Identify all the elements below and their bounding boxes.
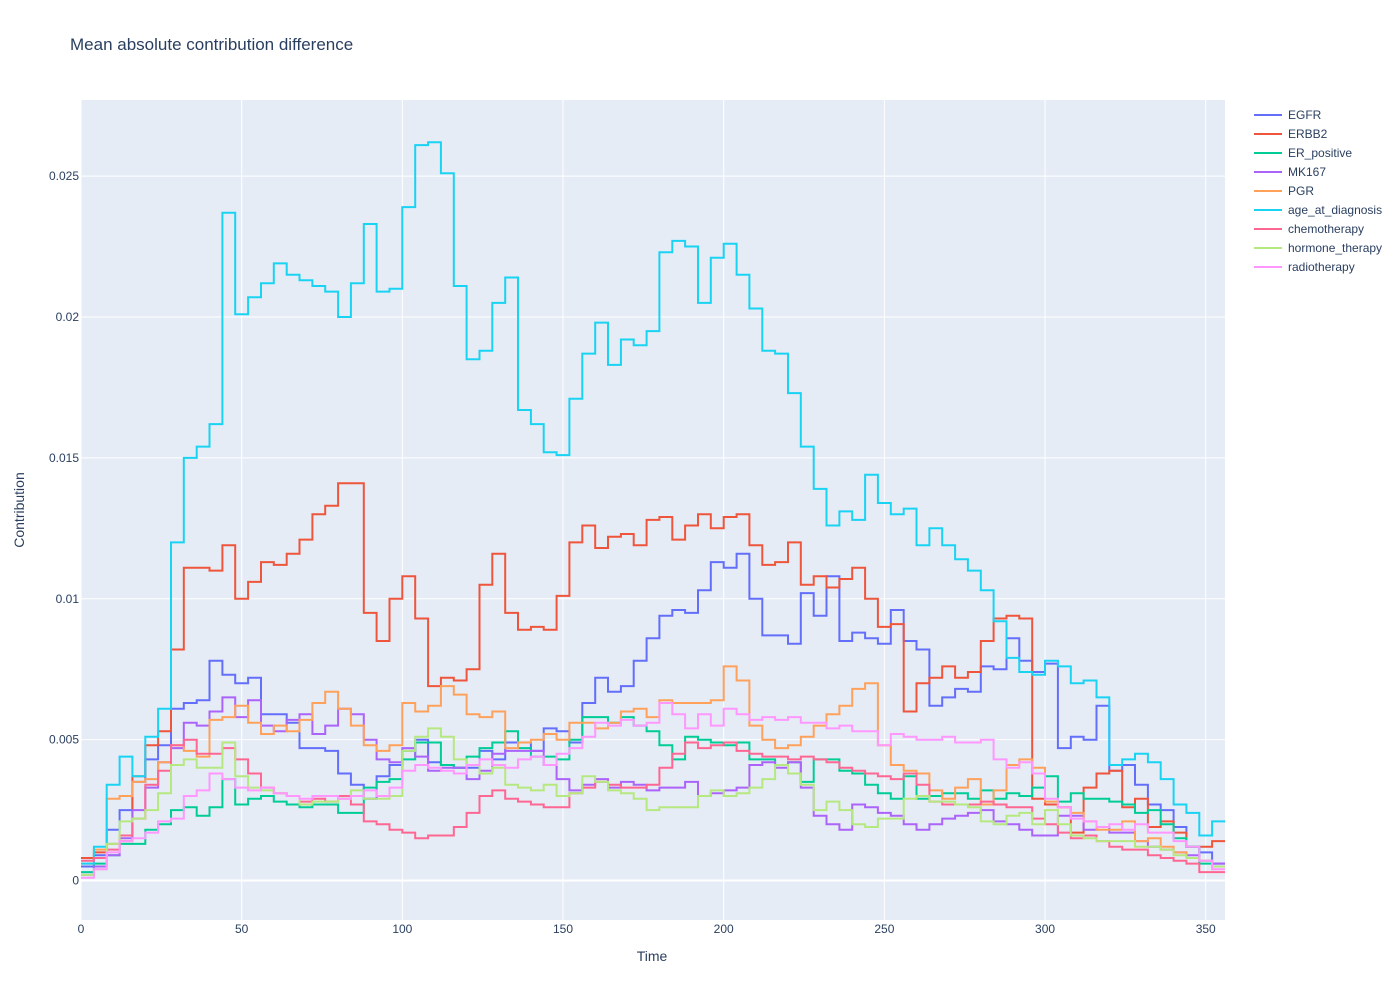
series-line-radiotherapy bbox=[81, 702, 1225, 879]
y-tick-label: 0.01 bbox=[56, 592, 80, 606]
legend-label: ERBB2 bbox=[1288, 127, 1328, 141]
x-tick-label: 150 bbox=[553, 922, 573, 936]
plot-area bbox=[81, 100, 1225, 920]
y-tick-label: 0.005 bbox=[49, 733, 79, 747]
series-line-erbb2 bbox=[81, 482, 1225, 859]
y-tick-label: 0.02 bbox=[56, 310, 80, 324]
x-tick-label: 100 bbox=[392, 922, 412, 936]
y-axis-title: Contribution bbox=[11, 472, 27, 548]
y-tick-label: 0.025 bbox=[49, 169, 79, 183]
x-tick-label: 350 bbox=[1196, 922, 1216, 936]
legend-label: hormone_therapy bbox=[1288, 241, 1382, 255]
legend-label: chemotherapy bbox=[1288, 222, 1364, 236]
axis-ticks: 0 50 100 150 200 250 300 350 0 0.005 0.01 0.015 0.02… bbox=[49, 169, 1216, 936]
legend: EGFR ERBB2 ER_positive MK167 PGR age_at_diagn… bbox=[1254, 108, 1382, 274]
legend-label: ER_positive bbox=[1288, 146, 1352, 160]
series-line-age-at-diagnosis bbox=[81, 141, 1225, 865]
y-tick-label: 0.015 bbox=[49, 451, 79, 465]
x-tick-label: 200 bbox=[714, 922, 734, 936]
legend-label: EGFR bbox=[1288, 108, 1322, 122]
series-line-mk167 bbox=[81, 696, 1225, 876]
chart-title: Mean absolute contribution difference bbox=[70, 35, 353, 54]
legend-item[interactable]: EGFR bbox=[1254, 108, 1322, 122]
x-tick-label: 300 bbox=[1035, 922, 1055, 936]
legend-item[interactable]: age_at_diagnosis bbox=[1254, 203, 1382, 217]
legend-item[interactable]: chemotherapy bbox=[1254, 222, 1364, 236]
legend-item[interactable]: ER_positive bbox=[1254, 146, 1352, 160]
series-line-hormone-therapy bbox=[81, 727, 1225, 876]
grid bbox=[80, 100, 1225, 920]
legend-item[interactable]: ERBB2 bbox=[1254, 127, 1328, 141]
x-tick-label: 50 bbox=[235, 922, 249, 936]
legend-item[interactable]: hormone_therapy bbox=[1254, 241, 1382, 255]
series-lines bbox=[81, 141, 1225, 879]
x-axis-title: Time bbox=[637, 948, 668, 964]
legend-item[interactable]: MK167 bbox=[1254, 165, 1326, 179]
legend-label: MK167 bbox=[1288, 165, 1326, 179]
series-line-er-positive bbox=[81, 716, 1225, 874]
legend-item[interactable]: radiotherapy bbox=[1254, 260, 1355, 274]
legend-item[interactable]: PGR bbox=[1254, 184, 1314, 198]
series-line-pgr bbox=[81, 665, 1225, 868]
series-line-egfr bbox=[81, 552, 1225, 868]
legend-label: radiotherapy bbox=[1288, 260, 1355, 274]
x-tick-label: 0 bbox=[78, 922, 85, 936]
y-tick-label: 0 bbox=[72, 874, 79, 888]
x-tick-label: 250 bbox=[874, 922, 894, 936]
legend-label: age_at_diagnosis bbox=[1288, 203, 1382, 217]
legend-label: PGR bbox=[1288, 184, 1314, 198]
